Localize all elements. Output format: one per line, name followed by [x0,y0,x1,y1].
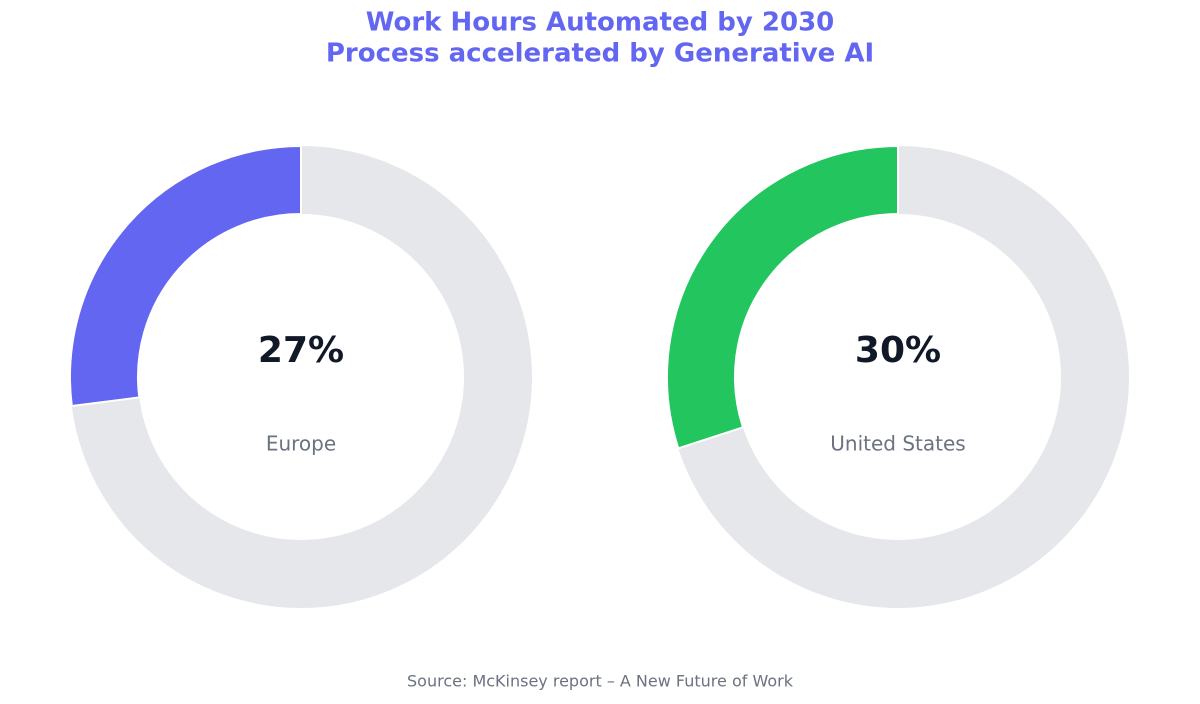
donut-label: Europe [266,432,336,456]
donut-segment [69,144,302,408]
subtitle: Process accelerated by Generative AI [326,39,874,69]
title: Work Hours Automated by 2030 [366,8,835,38]
value-label: 30% [855,330,941,371]
donut-segment [666,144,899,450]
donut-label: United States [830,432,965,456]
value-label: 27% [258,330,344,371]
source: Source: McKinsey report – A New Future o… [407,672,794,691]
